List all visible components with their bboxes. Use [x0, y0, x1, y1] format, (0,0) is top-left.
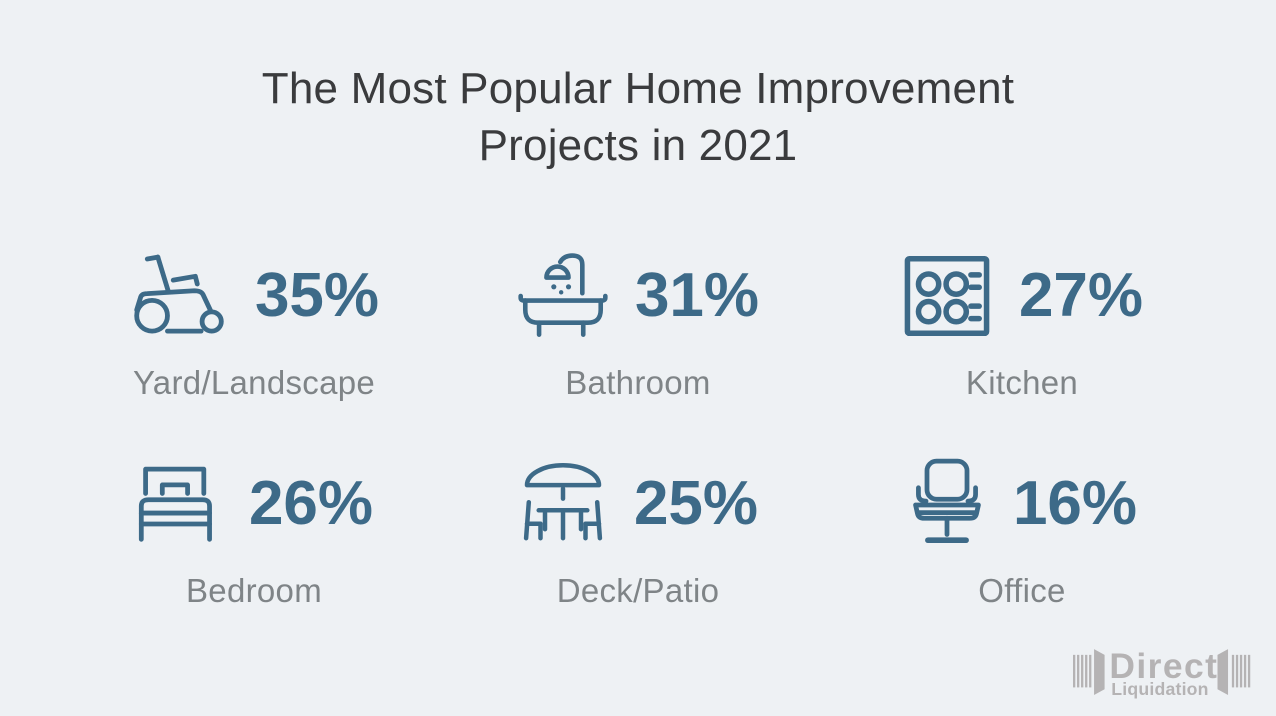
percent-value: 25%	[633, 469, 759, 538]
stat-bedroom: 26% Bedroom	[62, 456, 446, 610]
percent-value: 27%	[1018, 261, 1144, 330]
infographic-title: The Most Popular Home Improvement Projec…	[0, 0, 1276, 174]
barcode-left-icon	[1073, 649, 1105, 696]
category-label: Bathroom	[565, 364, 711, 401]
percent-value: 16%	[1012, 469, 1138, 538]
category-label: Deck/Patio	[556, 572, 720, 609]
bathtub-shower-icon	[518, 253, 608, 337]
lawn-mower-icon	[134, 254, 224, 334]
category-label: Bedroom	[185, 572, 322, 609]
stat-bathroom: 31% Bathroom	[446, 248, 830, 402]
bed-icon	[138, 466, 212, 542]
percent-value: 35%	[254, 261, 380, 330]
category-label: Kitchen	[965, 364, 1079, 401]
patio-umbrella-icon	[523, 463, 603, 541]
stats-grid: 35% Yard/Landscape 31% Bathroom	[62, 248, 1214, 610]
stat-office: 16% Office	[830, 456, 1214, 610]
title-line-1: The Most Popular Home Improvement	[261, 64, 1015, 113]
stat-kitchen: 27% Kitchen	[830, 248, 1214, 402]
logo-word-direct: Direct	[1109, 649, 1218, 686]
category-label: Office	[978, 572, 1066, 609]
logo-word-liquidation: Liquidation	[1111, 679, 1208, 699]
cooktop-icon	[904, 255, 990, 336]
direct-liquidation-logo-image: Direct Liquidation	[1073, 649, 1251, 699]
title-line-2: Projects in 2021	[478, 121, 798, 170]
category-label: Yard/Landscape	[132, 364, 376, 401]
stat-yard-landscape: 35% Yard/Landscape	[62, 248, 446, 402]
direct-liquidation-logo: Direct Liquidation	[1073, 649, 1251, 699]
stat-deck-patio: 25% Deck/Patio	[446, 456, 830, 610]
percent-value: 26%	[248, 469, 374, 538]
barcode-right-icon	[1217, 649, 1251, 696]
office-chair-icon	[913, 458, 981, 544]
percent-value: 31%	[634, 261, 760, 330]
